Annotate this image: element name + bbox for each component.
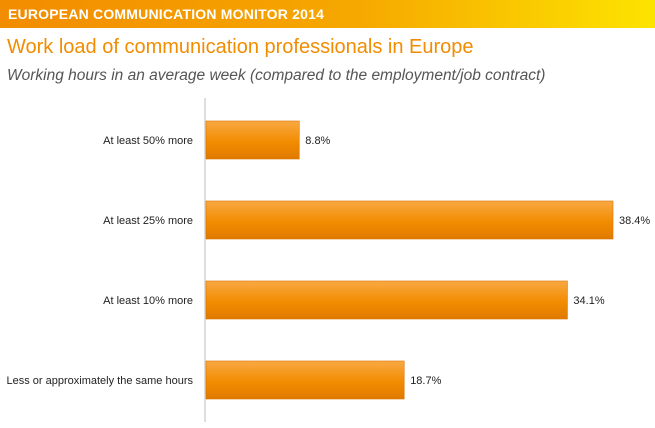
bar: [205, 120, 300, 160]
page-title: Work load of communication professionals…: [7, 36, 474, 58]
category-label: At least 10% more: [103, 295, 193, 307]
page-subtitle: Working hours in an average week (compar…: [7, 67, 546, 84]
header-title: EUROPEAN COMMUNICATION MONITOR 2014: [8, 6, 325, 22]
category-label: Less or approximately the same hours: [7, 375, 194, 387]
value-label: 18.7%: [410, 375, 441, 387]
bar: [205, 280, 568, 320]
header-banner: EUROPEAN COMMUNICATION MONITOR 2014: [0, 0, 655, 28]
bar-chart: At least 50% more 8.8% At least 25% more 38…: [7, 98, 650, 422]
value-label: 38.4%: [619, 215, 650, 227]
bar: [205, 200, 614, 240]
category-label: At least 50% more: [103, 135, 193, 147]
value-label: 34.1%: [573, 295, 604, 307]
value-label: 8.8%: [305, 135, 330, 147]
bar: [205, 360, 405, 400]
category-label: At least 25% more: [103, 215, 193, 227]
